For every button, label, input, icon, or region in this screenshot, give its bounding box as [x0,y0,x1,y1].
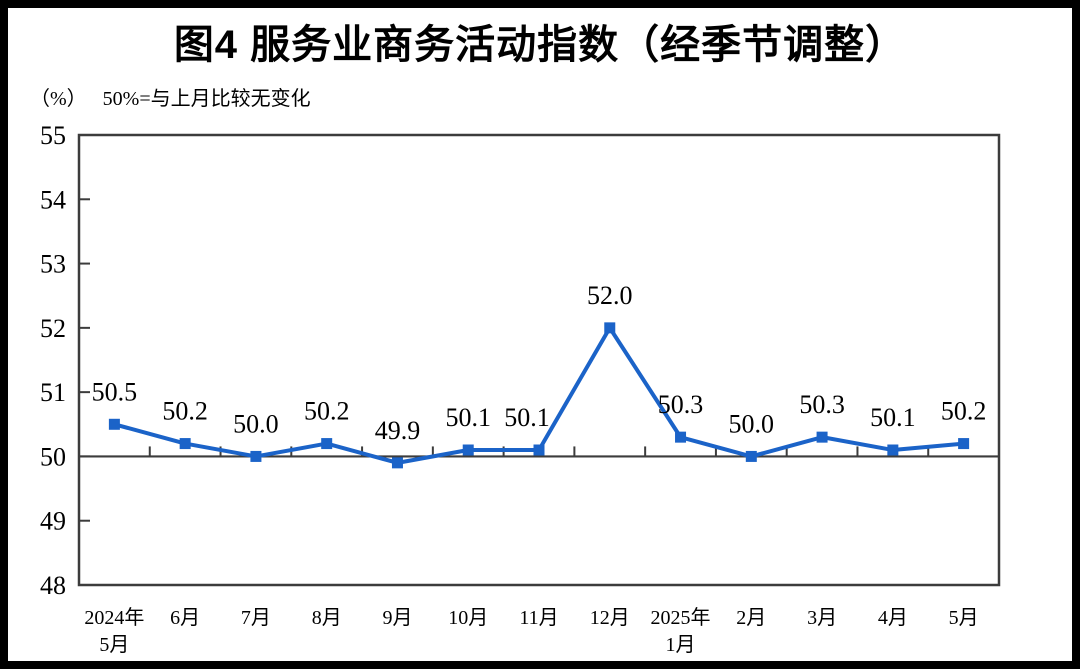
data-point-marker [887,444,899,456]
y-axis-tick-label: 51 [40,378,66,407]
data-point-label: 50.5 [92,377,138,406]
y-axis-tick-label: 50 [40,442,66,471]
data-point-label: 50.3 [658,390,704,419]
data-point-label: 50.1 [445,403,491,432]
x-axis-tick-label: 2024年 5月 [84,606,144,656]
data-point-marker [675,431,687,443]
data-point-label: 50.3 [799,390,845,419]
data-point-marker [321,438,333,450]
data-point-label: 50.2 [941,397,987,426]
x-axis-tick-label: 4月 [878,607,908,629]
data-point-label: 50.0 [729,409,775,438]
data-point-label: 50.0 [233,409,279,438]
data-point-marker [391,457,403,469]
data-point-marker [816,431,828,443]
line-chart: 48 49 50 51 52 53 54 55 50.5 50.2 50.0 50.2 49.9 50.1… [40,121,1001,656]
y-axis-tick-label: 48 [40,571,66,600]
data-point-label: 50.1 [504,403,550,432]
data-point-marker [462,444,474,456]
y-axis-tick-label: 52 [40,314,66,343]
figure-canvas: 图4 服务业商务活动指数（经季节调整） （%） 50%=与上月比较无变化 48 49… [8,8,1072,661]
data-point-marker [958,438,970,450]
data-point-marker [179,438,191,450]
x-axis-tick-label: 12月 [590,607,630,629]
plot-frame [77,133,1001,587]
data-point-marker [604,322,616,334]
data-point-marker [250,450,262,462]
data-point-label: 50.2 [304,397,350,426]
x-axis-tick-label: 10月 [448,607,488,629]
x-axis-tick-label: 6月 [170,607,200,629]
data-point-label: 50.2 [162,397,208,426]
y-axis-tick-label: 54 [40,185,66,214]
x-axis-tick-label: 3月 [807,607,837,629]
chart-subtitle: （%） 50%=与上月比较无变化 [30,87,311,111]
data-point-label: 49.9 [375,416,421,445]
y-axis-tick-label: 55 [40,121,66,150]
data-point-label: 50.1 [870,403,916,432]
y-axis-tick-label: 49 [40,507,66,536]
data-point-marker [533,444,545,456]
y-axis-tick-label: 53 [40,250,66,279]
x-axis-tick-label: 8月 [312,607,342,629]
x-axis-tick-label: 2月 [736,607,766,629]
data-point-marker [745,450,757,462]
chart-title: 图4 服务业商务活动指数（经季节调整） [173,23,907,67]
x-axis-tick-label: 9月 [382,607,412,629]
x-axis-tick-label: 11月 [519,607,558,629]
reference-note: 50%=与上月比较无变化 [102,88,311,110]
y-axis-unit-label: （%） [30,88,87,110]
x-axis-tick-label: 7月 [241,607,271,629]
x-axis-tick-label: 2025年 1月 [651,606,711,656]
x-axis-tick-label: 5月 [949,607,979,629]
data-point-marker [108,418,120,430]
data-point-label: 52.0 [587,281,633,310]
